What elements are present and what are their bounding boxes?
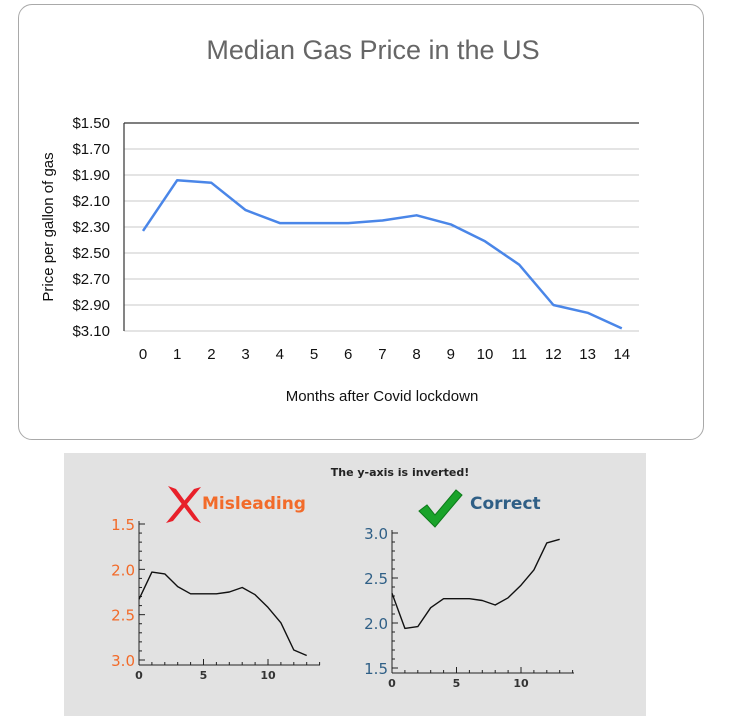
red-x-icon: [166, 486, 201, 523]
y-tick-label: 2.5: [364, 570, 388, 588]
y-tick-label: $2.10: [72, 193, 110, 210]
y-axis-label: Price per gallon of gas: [40, 152, 57, 301]
x-tick-label: 11: [511, 346, 527, 363]
series-line: [141, 178, 623, 330]
x-tick-label: 0: [388, 677, 396, 690]
x-tick-label: 10: [477, 346, 494, 363]
y-tick-label: $1.50: [72, 115, 110, 132]
x-tick-label: 1: [173, 346, 181, 363]
y-tick-label: 3.0: [364, 525, 388, 543]
misleading-heading: Misleading: [202, 494, 306, 514]
y-tick-label: 1.5: [364, 660, 388, 678]
x-tick-label: 4: [276, 346, 284, 363]
x-tick-label: 0: [135, 669, 143, 682]
x-tick-label: 10: [260, 669, 276, 682]
y-tick-label: $2.30: [72, 219, 110, 236]
x-tick-label: 5: [310, 346, 318, 363]
x-tick-label: 12: [545, 346, 562, 363]
x-tick-label: 3: [241, 346, 249, 363]
x-tick-label: 10: [513, 677, 529, 690]
inverted-note: The y-axis is inverted!: [331, 466, 469, 479]
y-tick-label: 1.5: [111, 516, 135, 534]
y-tick-label: 2.0: [364, 615, 388, 633]
x-axis-label: Months after Covid lockdown: [286, 388, 479, 405]
y-tick-label: 3.0: [111, 652, 135, 670]
comparison-svg: The y-axis is inverted! Misleading Corre…: [111, 466, 574, 690]
series-line: [391, 538, 560, 630]
correct-heading: Correct: [470, 494, 541, 514]
chart-title: Median Gas Price in the US: [206, 35, 539, 65]
y-tick-label: $2.90: [72, 297, 110, 314]
x-tick-label: 8: [412, 346, 420, 363]
main-chart-card: Median Gas Price in the US $1.50 $1.70 $1.…: [18, 4, 704, 440]
y-tick-label: 2.0: [111, 561, 135, 579]
main-chart-svg: Median Gas Price in the US $1.50$1.70$1.…: [40, 35, 639, 405]
y-tick-label: $1.70: [72, 141, 110, 158]
x-tick-label: 13: [579, 346, 596, 363]
y-tick-label: 2.5: [111, 607, 135, 625]
x-tick-labels: 0 1 2 3 4 5 6 7 8 9 10 11 12 13 14: [139, 346, 630, 363]
green-check-icon: [418, 489, 463, 528]
x-tick-label: 5: [453, 677, 461, 690]
y-tick-labels: $1.50 $1.70 $1.90 $2.10 $2.30 $2.50 $2.70 $2.90…: [72, 115, 110, 340]
x-tick-label: 5: [200, 669, 208, 682]
y-tick-label: $2.70: [72, 271, 110, 288]
x-tick-label: 9: [447, 346, 455, 363]
series-line: [138, 571, 307, 657]
y-tick-label: $2.50: [72, 245, 110, 262]
x-tick-label: 6: [344, 346, 352, 363]
y-tick-label: $3.10: [72, 323, 110, 340]
comparison-panel: The y-axis is inverted! Misleading Corre…: [64, 453, 646, 716]
correct-plot: 1.5 2.0 2.5 3.0 0 5 10: [364, 525, 574, 690]
grid-lines: [123, 122, 639, 332]
y-tick-label: $1.90: [72, 167, 110, 184]
misleading-plot: 1.5 2.0 2.5 3.00 5 10: [111, 516, 321, 682]
x-tick-label: 7: [378, 346, 386, 363]
x-tick-label: 2: [207, 346, 215, 363]
x-tick-label: 0: [139, 346, 147, 363]
x-tick-label: 14: [613, 346, 630, 363]
